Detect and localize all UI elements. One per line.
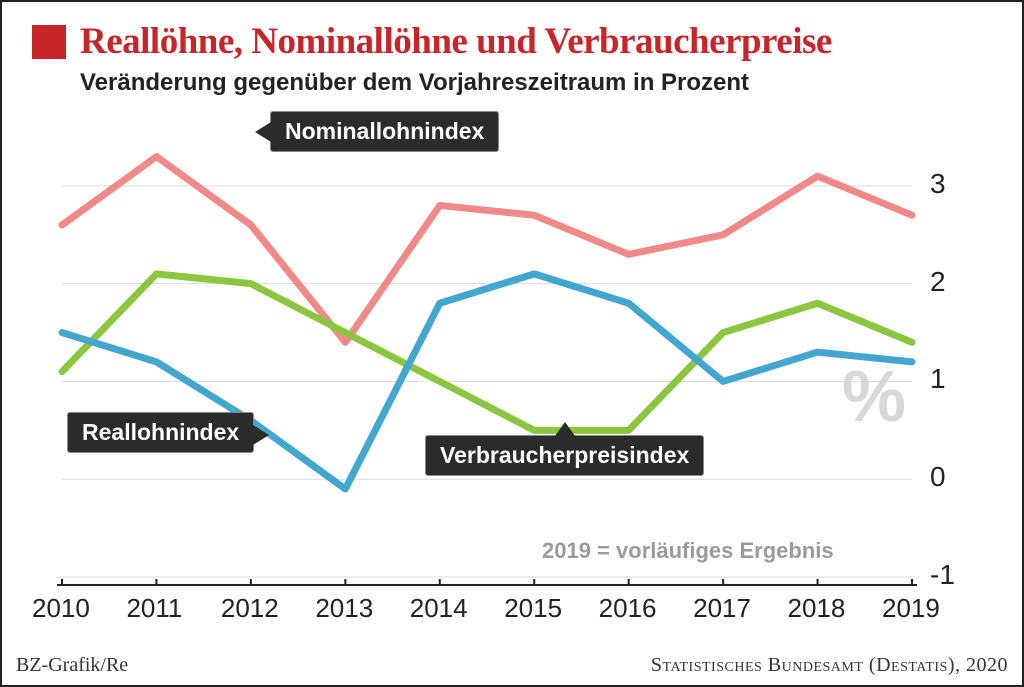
x-axis-label: 2019 bbox=[882, 593, 940, 624]
footer-credit-right: Statistisches Bundesamt (Destatis), 2020 bbox=[651, 654, 1008, 677]
footer-credit-left: BZ-Grafik/Re bbox=[16, 654, 128, 677]
x-axis-label: 2013 bbox=[315, 593, 373, 624]
y-axis-label: 0 bbox=[930, 461, 946, 493]
title-marker-square bbox=[32, 25, 66, 59]
callout-nominal: Nominallohnindex bbox=[270, 111, 499, 152]
chart-area: % 2019 = vorläufiges Ergebnis Nominalloh… bbox=[52, 117, 982, 617]
title-row: Reallöhne, Nominallöhne und Verbraucherp… bbox=[32, 20, 992, 63]
y-axis-label: 2 bbox=[930, 266, 946, 298]
y-axis-label: -1 bbox=[930, 559, 955, 591]
chart-subtitle: Veränderung gegenüber dem Vorjahreszeitr… bbox=[80, 69, 992, 97]
x-axis-label: 2018 bbox=[788, 593, 846, 624]
percent-watermark: % bbox=[842, 356, 906, 438]
y-axis-label: 3 bbox=[930, 168, 946, 200]
y-axis-label: 1 bbox=[930, 363, 946, 395]
x-axis-label: 2012 bbox=[221, 593, 279, 624]
callout-real: Reallohnindex bbox=[67, 412, 254, 453]
x-axis-label: 2015 bbox=[504, 593, 562, 624]
callout-vpi: Verbraucherpreisindex bbox=[425, 435, 704, 476]
footnote-2019: 2019 = vorläufiges Ergebnis bbox=[542, 538, 834, 564]
line-chart-svg bbox=[52, 117, 972, 637]
x-axis-label: 2011 bbox=[126, 593, 182, 624]
chart-header: Reallöhne, Nominallöhne und Verbraucherp… bbox=[2, 2, 1022, 97]
x-axis-label: 2017 bbox=[693, 593, 751, 624]
x-axis-label: 2014 bbox=[410, 593, 468, 624]
chart-title: Reallöhne, Nominallöhne und Verbraucherp… bbox=[80, 20, 832, 63]
x-axis-label: 2016 bbox=[599, 593, 657, 624]
x-axis-label: 2010 bbox=[32, 593, 90, 624]
